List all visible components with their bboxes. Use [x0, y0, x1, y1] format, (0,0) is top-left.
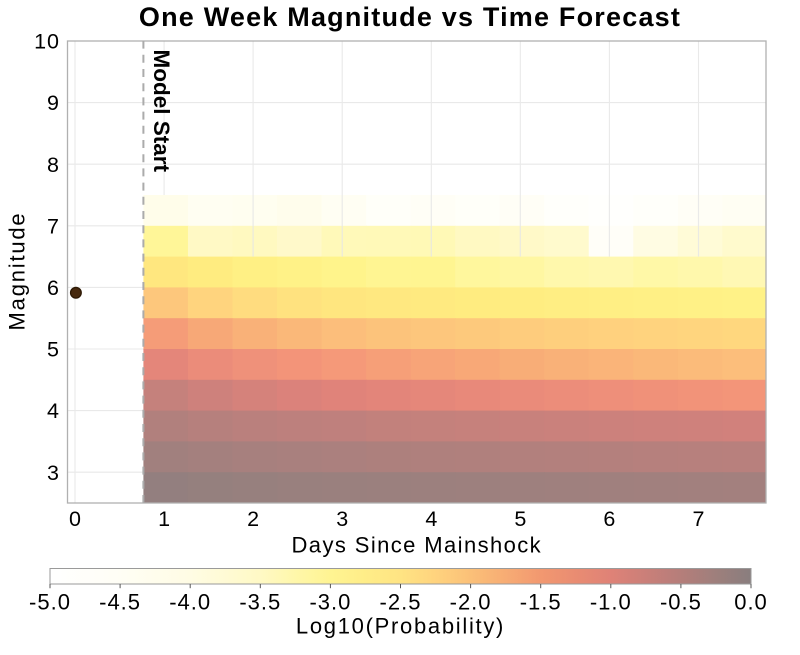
svg-text:-2.5: -2.5	[380, 590, 422, 615]
svg-text:Model Start: Model Start	[149, 50, 174, 173]
svg-text:-4.5: -4.5	[99, 590, 141, 615]
svg-text:-3.0: -3.0	[309, 590, 351, 615]
svg-text:0: 0	[69, 507, 81, 531]
svg-text:10: 10	[34, 30, 60, 54]
svg-text:7: 7	[693, 507, 705, 531]
svg-text:6: 6	[603, 507, 615, 531]
svg-text:4: 4	[425, 507, 437, 531]
svg-text:Days Since Mainshock: Days Since Mainshock	[292, 533, 543, 558]
svg-text:-2.0: -2.0	[450, 590, 492, 615]
svg-text:9: 9	[47, 91, 60, 115]
svg-text:2: 2	[247, 507, 259, 531]
svg-text:-1.0: -1.0	[590, 590, 632, 615]
svg-text:One Week Magnitude vs Time For: One Week Magnitude vs Time Forecast	[139, 2, 681, 32]
svg-text:8: 8	[47, 153, 60, 177]
svg-text:3: 3	[336, 507, 348, 531]
svg-text:Magnitude: Magnitude	[5, 212, 30, 331]
svg-text:5: 5	[514, 507, 526, 531]
svg-text:-1.5: -1.5	[520, 590, 562, 615]
svg-text:-5.0: -5.0	[29, 590, 71, 615]
svg-text:0.0: 0.0	[734, 590, 768, 615]
svg-text:1: 1	[158, 507, 170, 531]
svg-text:4: 4	[47, 399, 60, 423]
svg-text:7: 7	[47, 214, 60, 238]
svg-text:5: 5	[47, 338, 60, 362]
svg-text:-3.5: -3.5	[239, 590, 281, 615]
svg-text:3: 3	[47, 461, 60, 485]
svg-text:Log10(Probability): Log10(Probability)	[296, 614, 505, 639]
svg-text:-4.0: -4.0	[169, 590, 211, 615]
svg-text:6: 6	[47, 276, 60, 300]
svg-text:-0.5: -0.5	[660, 590, 702, 615]
